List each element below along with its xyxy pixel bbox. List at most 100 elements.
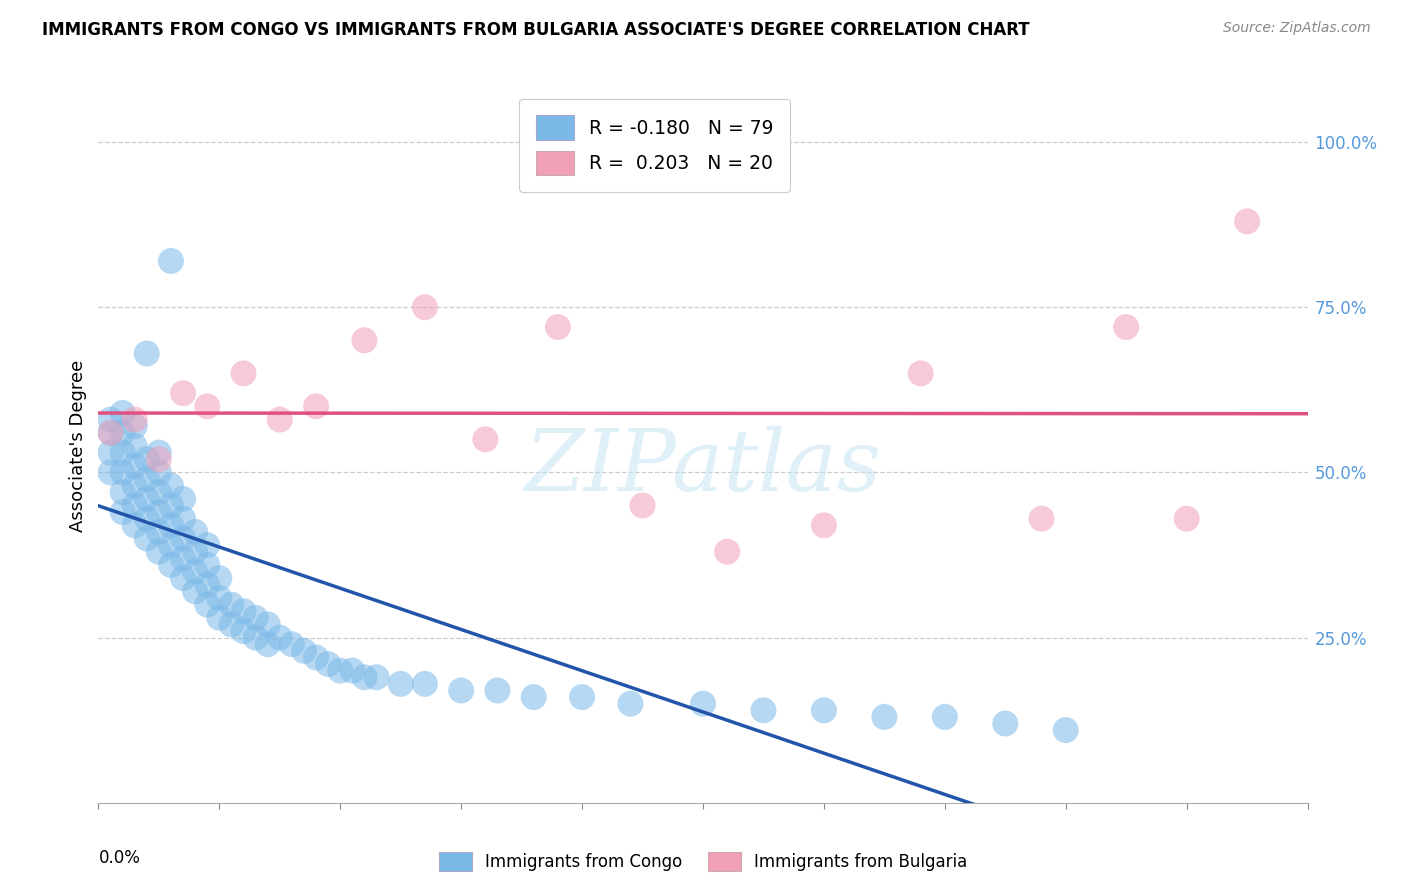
Point bbox=[292, 644, 315, 658]
Point bbox=[184, 524, 207, 539]
Point bbox=[148, 466, 170, 480]
Point bbox=[195, 558, 218, 572]
Point bbox=[195, 598, 218, 612]
Point bbox=[1175, 511, 1198, 525]
Point bbox=[221, 598, 243, 612]
Point bbox=[160, 558, 183, 572]
Point bbox=[353, 333, 375, 347]
Point bbox=[124, 412, 146, 426]
Point bbox=[124, 478, 146, 492]
Point bbox=[571, 690, 593, 704]
Legend: Immigrants from Congo, Immigrants from Bulgaria: Immigrants from Congo, Immigrants from B… bbox=[430, 843, 976, 880]
Point bbox=[100, 412, 122, 426]
Point bbox=[148, 452, 170, 467]
Point bbox=[994, 716, 1017, 731]
Point bbox=[1054, 723, 1077, 738]
Point bbox=[100, 425, 122, 440]
Point bbox=[172, 511, 194, 525]
Point bbox=[813, 518, 835, 533]
Point bbox=[316, 657, 339, 671]
Point bbox=[184, 584, 207, 599]
Point bbox=[135, 346, 157, 360]
Point bbox=[934, 710, 956, 724]
Point bbox=[160, 518, 183, 533]
Point bbox=[195, 578, 218, 592]
Point bbox=[160, 538, 183, 552]
Point bbox=[232, 604, 254, 618]
Point bbox=[245, 631, 267, 645]
Point bbox=[813, 703, 835, 717]
Text: IMMIGRANTS FROM CONGO VS IMMIGRANTS FROM BULGARIA ASSOCIATE'S DEGREE CORRELATION: IMMIGRANTS FROM CONGO VS IMMIGRANTS FROM… bbox=[42, 21, 1029, 38]
Point bbox=[172, 386, 194, 401]
Point bbox=[160, 478, 183, 492]
Point bbox=[256, 617, 278, 632]
Point bbox=[329, 664, 352, 678]
Point bbox=[353, 670, 375, 684]
Y-axis label: Associate's Degree: Associate's Degree bbox=[69, 359, 87, 533]
Point bbox=[172, 571, 194, 585]
Point bbox=[124, 518, 146, 533]
Point bbox=[160, 499, 183, 513]
Point bbox=[256, 637, 278, 651]
Point bbox=[413, 677, 436, 691]
Point bbox=[547, 320, 569, 334]
Point bbox=[281, 637, 304, 651]
Point bbox=[232, 367, 254, 381]
Point bbox=[195, 538, 218, 552]
Point bbox=[873, 710, 896, 724]
Text: ZIPatlas: ZIPatlas bbox=[524, 426, 882, 508]
Point bbox=[366, 670, 388, 684]
Point bbox=[413, 300, 436, 314]
Point bbox=[486, 683, 509, 698]
Point bbox=[124, 499, 146, 513]
Point bbox=[124, 458, 146, 473]
Point bbox=[100, 425, 122, 440]
Point bbox=[135, 452, 157, 467]
Point bbox=[1115, 320, 1137, 334]
Point bbox=[619, 697, 641, 711]
Legend: R = -0.180   N = 79, R =  0.203   N = 20: R = -0.180 N = 79, R = 0.203 N = 20 bbox=[519, 99, 790, 192]
Point bbox=[148, 485, 170, 500]
Point bbox=[100, 466, 122, 480]
Point bbox=[716, 545, 738, 559]
Point bbox=[172, 551, 194, 566]
Point bbox=[208, 611, 231, 625]
Point bbox=[111, 466, 134, 480]
Point bbox=[342, 664, 364, 678]
Point bbox=[692, 697, 714, 711]
Point bbox=[752, 703, 775, 717]
Point bbox=[148, 524, 170, 539]
Point bbox=[148, 545, 170, 559]
Point bbox=[135, 532, 157, 546]
Point bbox=[631, 499, 654, 513]
Point bbox=[305, 400, 328, 414]
Point bbox=[232, 624, 254, 638]
Point bbox=[160, 254, 183, 268]
Point bbox=[111, 445, 134, 459]
Point bbox=[208, 591, 231, 605]
Point bbox=[450, 683, 472, 698]
Point bbox=[305, 650, 328, 665]
Point bbox=[269, 631, 291, 645]
Point bbox=[195, 400, 218, 414]
Point bbox=[135, 472, 157, 486]
Point bbox=[111, 425, 134, 440]
Point bbox=[172, 491, 194, 506]
Point bbox=[111, 406, 134, 420]
Point bbox=[124, 419, 146, 434]
Point bbox=[474, 433, 496, 447]
Point bbox=[523, 690, 546, 704]
Point bbox=[221, 617, 243, 632]
Point bbox=[184, 565, 207, 579]
Point bbox=[135, 511, 157, 525]
Point bbox=[111, 505, 134, 519]
Point bbox=[1031, 511, 1053, 525]
Text: 0.0%: 0.0% bbox=[98, 849, 141, 867]
Point bbox=[269, 412, 291, 426]
Text: Source: ZipAtlas.com: Source: ZipAtlas.com bbox=[1223, 21, 1371, 35]
Point bbox=[910, 367, 932, 381]
Point bbox=[245, 611, 267, 625]
Point bbox=[148, 505, 170, 519]
Point bbox=[208, 571, 231, 585]
Point bbox=[100, 445, 122, 459]
